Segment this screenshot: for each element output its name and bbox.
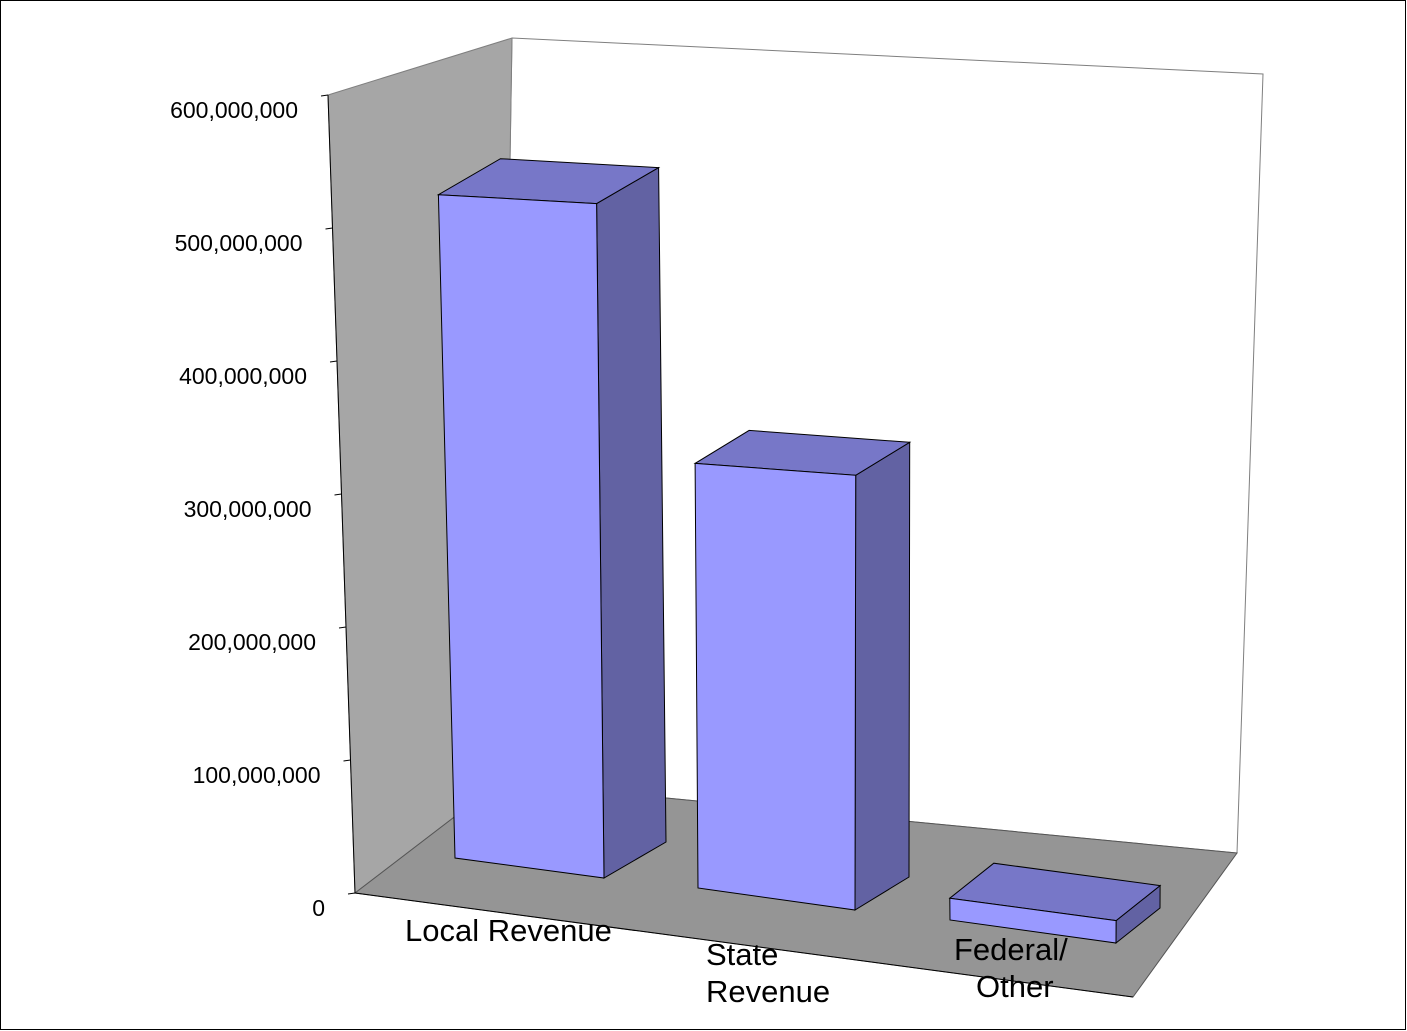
y-tick-label: 200,000,000: [188, 629, 316, 655]
bar-side-face: [596, 166, 667, 879]
bar: [436, 158, 667, 879]
bar-front-face: [949, 897, 1117, 944]
category-label: Federal/Other: [954, 932, 1068, 1004]
y-tick-mark: [338, 626, 347, 629]
category-axis-line: [354, 892, 1134, 998]
y-tick-label: 100,000,000: [193, 762, 321, 788]
y-tick-mark: [320, 94, 329, 97]
y-tick-label: 300,000,000: [184, 496, 312, 522]
y-tick-mark: [343, 759, 351, 762]
y-tick-mark: [329, 360, 338, 363]
bar-front-face: [437, 194, 605, 879]
bar: [948, 862, 1162, 945]
y-tick-label: 400,000,000: [179, 363, 307, 389]
y-tick-mark: [347, 892, 356, 895]
bar: [693, 429, 912, 911]
bar-side-face: [854, 441, 911, 911]
category-label: Local Revenue: [405, 913, 612, 948]
y-tick-mark: [334, 493, 342, 496]
category-labels: Local Revenue State Revenue Federal/Other: [405, 913, 1068, 1009]
bars-layer: [436, 158, 1162, 945]
y-tick-label: 0: [312, 895, 325, 921]
y-tick-mark: [325, 227, 333, 230]
bar-front-face: [694, 462, 857, 911]
y-tick-label: 600,000,000: [170, 97, 298, 123]
category-label: State Revenue: [706, 937, 830, 1009]
y-tick-label: 500,000,000: [175, 230, 303, 256]
value-axis-ticks: 0 100,000,000 200,000,000 300,000,000 400,00…: [170, 94, 356, 921]
